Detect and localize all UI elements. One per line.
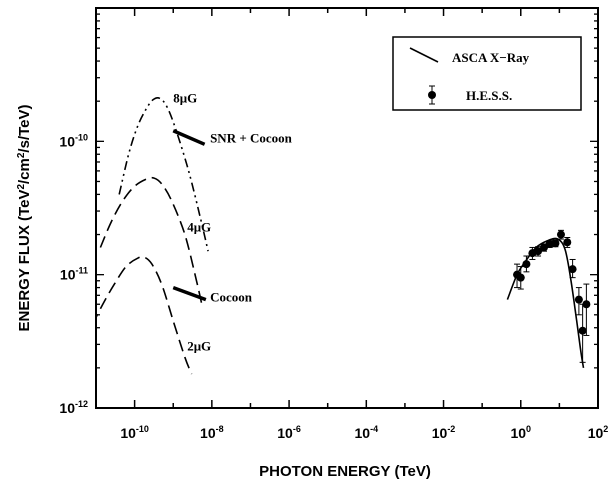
data-point — [516, 273, 525, 282]
data-point — [582, 300, 591, 309]
data-point — [563, 238, 572, 247]
data-point — [568, 265, 577, 274]
y-tick-label: 10-10 — [59, 132, 88, 149]
data-point — [522, 260, 531, 269]
legend-line-icon — [409, 47, 439, 63]
y-tick-label: 10-11 — [60, 266, 88, 283]
data-point — [534, 247, 543, 256]
band-segment — [172, 285, 207, 302]
x-tick-label: 10-4 — [355, 424, 379, 441]
data-point — [574, 295, 583, 304]
axes: 10-10 10-8 10-6 10-4 10-2 100 102 10-12 10-11 10-… — [59, 7, 609, 441]
y-axis-title: ENERGY FLUX (TeV2/cm2/s/TeV) — [16, 104, 34, 331]
band-segment — [172, 129, 206, 146]
annotation-label: SNR + Cocoon — [210, 131, 293, 146]
y-axis-title-part: /s/TeV) — [16, 104, 33, 152]
x-tick-label: 10-10 — [120, 424, 149, 441]
series-line — [99, 176, 203, 305]
plot-inner — [96, 96, 591, 375]
x-tick-label: 10-6 — [277, 424, 301, 441]
series-line — [118, 96, 209, 252]
legend-label: ASCA X−Ray — [452, 50, 530, 65]
annotation-label: 2μG — [187, 338, 211, 353]
y-axis-title-part: /cm — [16, 158, 33, 184]
data-point — [578, 326, 587, 335]
y-tick-label: 10-12 — [59, 399, 88, 416]
plot-frame — [95, 7, 599, 409]
series-line — [96, 255, 193, 375]
legend-box — [392, 36, 582, 111]
x-axis-title: PHOTON ENERGY (TeV) — [259, 463, 431, 480]
y-axis-title-part: ENERGY FLUX (TeV — [16, 190, 33, 332]
y-axis-title-sup: 2 — [16, 152, 27, 158]
legend: ASCA X−Ray H.E.S.S. — [392, 36, 582, 111]
data-point — [556, 230, 565, 239]
x-tick-label: 102 — [588, 424, 609, 441]
x-tick-label: 100 — [510, 424, 531, 441]
data-point — [551, 239, 560, 248]
plot-area: 8μG SNR + Cocoon 4μG Cocoon 2μG — [96, 91, 591, 375]
annotation-label: 4μG — [187, 220, 211, 235]
annotation-label: Cocoon — [210, 289, 253, 304]
y-axis-title-sup: 2 — [16, 184, 27, 190]
x-tick-label: 10-8 — [200, 424, 224, 441]
series-line — [506, 237, 585, 369]
annotation-label: 8μG — [173, 91, 197, 106]
x-tick-label: 10-2 — [432, 424, 456, 441]
legend-label: H.E.S.S. — [466, 88, 512, 103]
legend-point-icon — [428, 91, 436, 99]
